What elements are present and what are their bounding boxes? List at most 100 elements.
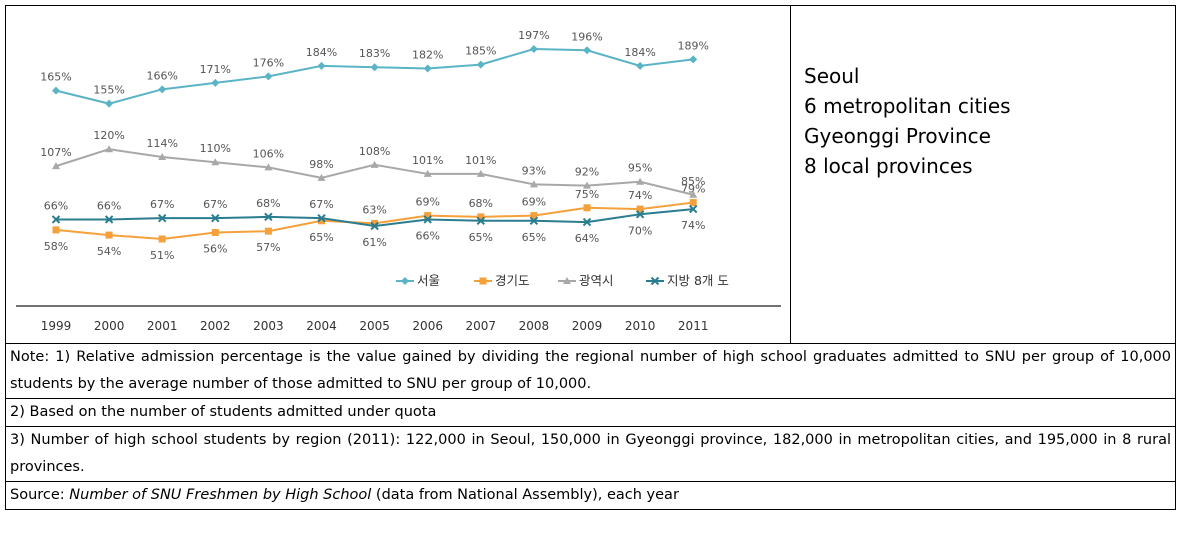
x-tick-label: 2003 (253, 319, 284, 333)
point (636, 177, 645, 185)
data-label: 182% (412, 49, 443, 62)
data-label: 184% (624, 46, 655, 59)
point (51, 215, 61, 224)
data-label: 176% (253, 56, 284, 69)
translation-item: 6 metropolitan cities (804, 94, 1011, 118)
point (650, 276, 660, 286)
legend-label: 광역시 (579, 273, 614, 288)
data-label: 155% (93, 84, 124, 97)
x-tick-label: 2010 (625, 319, 656, 333)
point (689, 199, 697, 207)
point (211, 158, 220, 166)
data-label: 68% (256, 197, 280, 210)
point (423, 169, 432, 177)
point (264, 212, 273, 222)
point (476, 169, 485, 177)
data-label: 66% (44, 199, 68, 212)
data-label: 197% (518, 29, 549, 42)
data-label: 106% (253, 147, 284, 160)
point (423, 64, 432, 73)
point (158, 153, 167, 161)
data-label: 69% (415, 196, 439, 209)
note: 3) Number of high school students by reg… (6, 427, 1175, 482)
data-label: 67% (150, 198, 174, 211)
point (105, 231, 113, 239)
data-label: 95% (628, 162, 652, 175)
data-label: 58% (44, 240, 68, 253)
data-label: 183% (359, 47, 390, 60)
point (476, 216, 486, 225)
point (583, 204, 591, 212)
data-label: 98% (309, 158, 333, 171)
data-label: 75% (575, 188, 599, 201)
point (529, 45, 538, 53)
data-label: 165% (40, 71, 71, 84)
point (211, 228, 219, 236)
point (264, 227, 272, 235)
point (689, 190, 698, 198)
data-label: 68% (469, 197, 493, 210)
data-label: 92% (575, 166, 599, 179)
legend-label: 서울 (417, 273, 440, 288)
translation-item: Seoul (804, 64, 860, 88)
point (264, 163, 273, 171)
chart: 1999 2000 2001 2002 2003 2004 2005 2006 2007 2008… (16, 29, 781, 333)
point (401, 277, 409, 285)
point (104, 215, 114, 224)
note: 2) Based on the number of students admit… (6, 399, 1175, 427)
point (529, 180, 538, 188)
legend-label: 지방 8개 도 (667, 273, 729, 288)
point (636, 61, 645, 70)
point (158, 85, 167, 94)
point (105, 99, 114, 108)
source-suffix: (data from National Assembly), each year (371, 487, 679, 503)
point (636, 205, 644, 213)
point (423, 215, 432, 224)
point (105, 145, 114, 153)
point (370, 63, 379, 72)
point (52, 162, 60, 170)
data-label: 70% (628, 224, 652, 237)
point (689, 55, 698, 64)
point (317, 61, 326, 70)
data-label: 65% (469, 231, 493, 244)
point (424, 212, 432, 220)
data-label: 51% (150, 249, 174, 262)
data-label: 65% (309, 231, 333, 244)
data-label: 67% (309, 198, 333, 211)
point (211, 78, 220, 87)
x-tick-label: 2011 (678, 319, 709, 333)
data-label: 171% (200, 63, 231, 76)
top-row: 1999 2000 2001 2002 2003 2004 2005 2006 2007 2008… (6, 6, 1175, 344)
data-label: 66% (415, 229, 439, 242)
point (476, 60, 485, 69)
data-label: 54% (97, 245, 121, 258)
x-tick-label: 2004 (306, 319, 337, 333)
note: Note: 1) Relative admission percentage i… (6, 344, 1175, 399)
point (479, 277, 487, 285)
document: 1999 2000 2001 2002 2003 2004 2005 2006 2007 2008… (5, 5, 1176, 510)
x-tick-label: 1999 (41, 319, 72, 333)
data-label: 101% (465, 154, 496, 167)
point (583, 181, 591, 189)
x-tick-label: 2009 (572, 319, 603, 333)
source-prefix: Source: (10, 487, 70, 503)
point (317, 213, 326, 223)
data-label: 74% (628, 189, 652, 202)
translation-item: 8 local provinces (804, 154, 973, 178)
point (211, 213, 220, 223)
translation-item: Gyeonggi Province (804, 124, 991, 148)
point (52, 86, 60, 95)
data-label: 66% (97, 199, 121, 212)
data-label: 189% (677, 39, 708, 52)
point (371, 219, 379, 227)
data-label: 166% (146, 69, 177, 82)
x-tick-label: 2006 (412, 319, 443, 333)
data-label: 185% (465, 45, 496, 58)
point (318, 217, 325, 225)
point (157, 213, 167, 223)
data-label: 184% (306, 46, 337, 59)
point (582, 217, 592, 227)
x-tick-label: 2007 (466, 319, 497, 333)
point (530, 212, 538, 220)
